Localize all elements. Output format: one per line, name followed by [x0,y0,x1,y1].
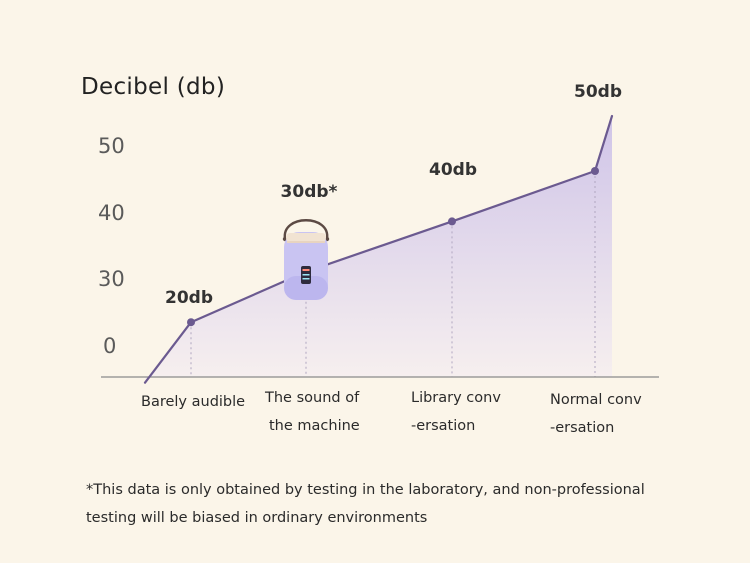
category-label-line: Barely audible [141,394,246,410]
series-line [143,114,614,384]
data-label: 20db [165,288,213,308]
data-label: 50db [574,82,622,102]
data-point [187,318,195,327]
y-tick-label: 30 [98,267,125,291]
footnote: *This data is only obtained by testing i… [86,476,726,532]
footnote-line: testing will be biased in ordinary envir… [86,510,428,526]
category-label-line: -ersation [411,418,476,434]
category-label: Normal conv -ersation [550,386,642,442]
data-label: 40db [429,160,477,180]
y-tick-label: 50 [98,134,125,158]
data-point [591,167,599,175]
y-tick-label: 40 [98,201,125,225]
category-label-line: the machine [269,418,360,434]
area-fill [145,116,612,383]
category-label-line: Library conv [411,390,501,406]
category-label-line: The sound of [265,390,360,406]
category-label: The sound of the machine [265,384,360,440]
category-label: Barely audible [141,388,245,416]
data-point [448,217,456,226]
category-label: Library conv -ersation [411,384,501,440]
y-tick-label: 0 [103,334,117,358]
machine-icon [282,219,330,300]
data-label: 30db* [281,182,338,202]
chart-title: Decibel (db) [81,74,226,100]
category-label-line: -ersation [550,420,615,436]
category-label-line: Normal conv [550,392,642,408]
footnote-line: *This data is only obtained by testing i… [86,482,645,498]
